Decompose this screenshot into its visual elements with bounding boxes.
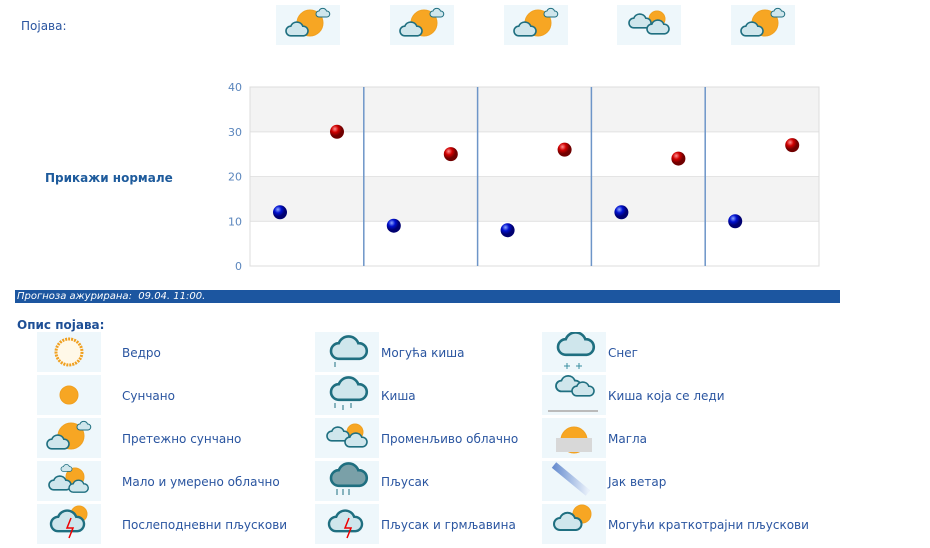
thunderstorm-icon — [315, 504, 379, 544]
y-tick-label: 30 — [228, 126, 242, 139]
mostly-sunny-icon — [276, 5, 340, 45]
mostly-sunny-icon — [731, 5, 795, 45]
shower-icon — [315, 461, 379, 501]
max-temp-point[interactable] — [671, 151, 686, 166]
snow-icon — [542, 331, 606, 372]
fog-icon — [542, 418, 606, 458]
chance-rain-icon — [315, 332, 379, 372]
legend-title: Опис појава: — [17, 318, 105, 332]
variable-cloudy-icon — [315, 418, 379, 458]
forecast-updated-bar: Прогноза ажурирана: 09.04. 11:00. — [15, 290, 840, 303]
y-tick-label: 40 — [228, 81, 242, 94]
max-temp-point[interactable] — [330, 124, 344, 139]
mostly-sunny-icon — [390, 5, 454, 45]
legend-label: Послеподневни пљускови — [122, 518, 288, 532]
legend-label: Могући краткотрајни пљускови — [608, 518, 809, 532]
legend-label: Променљиво облачно — [381, 432, 519, 446]
legend-label: Јак ветар — [608, 475, 667, 489]
min-temp-point[interactable] — [273, 205, 287, 220]
plot-area — [249, 86, 820, 267]
min-temp-point[interactable] — [500, 223, 515, 238]
legend-label: Пљусак и грмљавина — [381, 518, 516, 532]
min-temp-point[interactable] — [386, 218, 401, 233]
max-temp-point[interactable] — [557, 142, 572, 157]
y-tick-label: 0 — [235, 260, 242, 273]
max-temp-point[interactable] — [785, 138, 800, 153]
clear-icon — [37, 332, 101, 372]
temperature-chart: 0 10 20 30 40 — [228, 81, 820, 273]
min-temp-point[interactable] — [728, 214, 743, 229]
legend-label: Сунчано — [122, 389, 175, 403]
freezing-rain-icon — [542, 375, 606, 415]
afternoon-showers-icon — [37, 504, 101, 544]
legend-label: Могућа киша — [381, 346, 465, 360]
legend-label: Киша која се леди — [608, 389, 725, 403]
legend-label: Претежно сунчано — [122, 432, 242, 446]
legend-label: Киша — [381, 389, 416, 403]
variable-cloudy-icon — [617, 5, 681, 45]
legend-label: Мало и умерено облачно — [122, 475, 280, 489]
legend-label: Ведро — [122, 346, 161, 360]
strong-wind-icon — [542, 461, 606, 501]
mostly-sunny-icon — [504, 5, 568, 45]
rain-icon — [315, 375, 379, 415]
grid-band — [249, 86, 820, 133]
mostly-sunny-icon — [37, 418, 101, 458]
partly-cloudy-icon — [37, 461, 101, 501]
show-normals-link[interactable]: Прикажи нормале — [45, 171, 173, 185]
legend-label: Снег — [608, 346, 638, 360]
grid-band — [249, 131, 820, 177]
possible-showers-icon — [542, 504, 606, 544]
y-tick-label: 10 — [228, 215, 242, 228]
legend-label: Магла — [608, 432, 648, 446]
y-tick-label: 20 — [228, 171, 242, 184]
sunny-icon — [37, 375, 101, 415]
legend-label: Пљусак — [381, 475, 430, 489]
min-temp-point[interactable] — [614, 205, 629, 220]
forecast-label: Појава: — [21, 19, 67, 33]
max-temp-point[interactable] — [443, 147, 458, 162]
